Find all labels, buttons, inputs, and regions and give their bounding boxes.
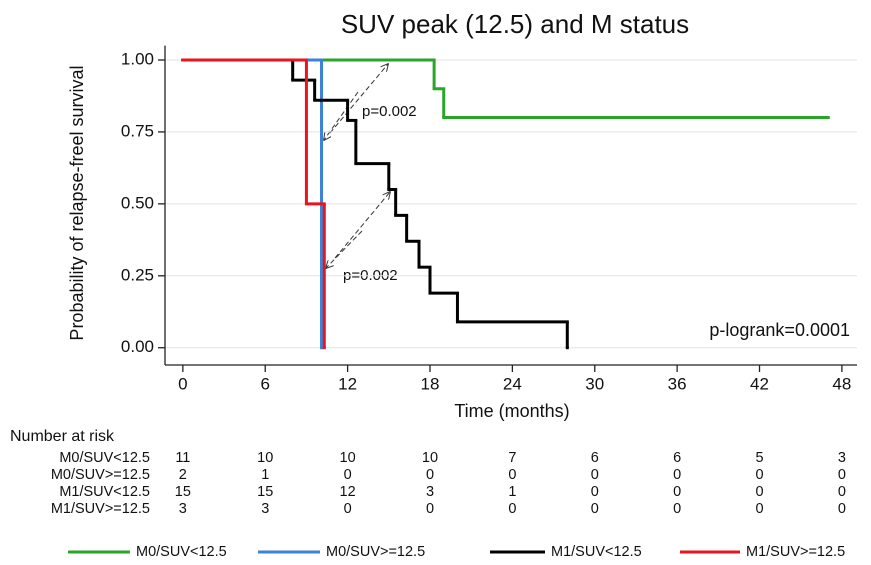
x-tick-label: 12 (338, 374, 357, 393)
risk-count: 0 (591, 501, 599, 517)
risk-count: 3 (426, 484, 434, 500)
risk-count: 3 (838, 450, 846, 466)
comparison-arrow (326, 230, 363, 268)
x-tick-label: 36 (668, 374, 687, 393)
chart-title: SUV peak (12.5) and M status (341, 9, 689, 39)
x-tick-label: 48 (832, 374, 851, 393)
risk-count: 0 (673, 501, 681, 517)
risk-count: 15 (257, 484, 273, 500)
risk-count: 7 (508, 450, 516, 466)
y-tick-label: 0.75 (121, 121, 154, 140)
risk-count: 0 (755, 501, 763, 517)
risk-row-label: M0/SUV>=12.5 (51, 467, 150, 483)
y-tick-label: 0.50 (121, 193, 154, 212)
risk-count: 6 (673, 450, 681, 466)
risk-count: 0 (591, 484, 599, 500)
risk-count: 11 (175, 450, 190, 466)
risk-count: 0 (426, 467, 434, 483)
risk-row-label: M0/SUV<12.5 (59, 450, 150, 466)
risk-count: 3 (261, 501, 269, 517)
x-tick-label: 0 (178, 374, 187, 393)
risk-count: 0 (426, 501, 434, 517)
risk-table-title: Number at risk (10, 428, 115, 445)
risk-count: 0 (755, 467, 763, 483)
risk-count: 0 (838, 484, 846, 500)
risk-count: 0 (591, 467, 599, 483)
annotation: p=0.002 (362, 103, 417, 120)
risk-count: 10 (422, 450, 438, 466)
survival-curve (181, 58, 830, 120)
risk-count: 0 (673, 484, 681, 500)
risk-count: 0 (673, 467, 681, 483)
risk-count: 3 (179, 501, 187, 517)
risk-count: 0 (838, 467, 846, 483)
risk-row-label: M1/SUV>=12.5 (51, 501, 150, 517)
risk-count: 0 (838, 501, 846, 517)
annotation: p-logrank=0.0001 (709, 320, 850, 340)
y-tick-label: 0.00 (121, 337, 154, 356)
x-tick-label: 42 (750, 374, 769, 393)
survival-curve (181, 58, 326, 350)
y-axis-label: Probability of relapse-freel survival (67, 65, 87, 340)
x-tick-label: 24 (503, 374, 522, 393)
risk-count: 0 (344, 501, 352, 517)
y-tick-label: 0.25 (121, 265, 154, 284)
survival-curve (181, 58, 569, 350)
risk-count: 5 (755, 450, 763, 466)
risk-count: 6 (591, 450, 599, 466)
legend-label: M1/SUV>=12.5 (746, 544, 845, 560)
risk-count: 15 (175, 484, 191, 500)
risk-count: 12 (340, 484, 356, 500)
risk-count: 10 (340, 450, 356, 466)
risk-count: 0 (755, 484, 763, 500)
x-tick-label: 30 (585, 374, 604, 393)
x-axis-label: Time (months) (454, 401, 569, 421)
risk-row-label: M1/SUV<12.5 (59, 484, 150, 500)
legend-label: M0/SUV<12.5 (136, 544, 227, 560)
risk-count: 1 (261, 467, 269, 483)
x-tick-label: 18 (421, 374, 440, 393)
y-tick-label: 1.00 (121, 49, 154, 68)
comparison-arrow (334, 192, 390, 259)
risk-count: 0 (508, 467, 516, 483)
risk-count: 10 (257, 450, 273, 466)
comparison-arrow (329, 64, 388, 134)
x-tick-label: 6 (260, 374, 269, 393)
risk-count: 0 (344, 467, 352, 483)
legend-label: M1/SUV<12.5 (551, 544, 642, 560)
risk-count: 1 (508, 484, 516, 500)
risk-count: 2 (179, 467, 187, 483)
legend-label: M0/SUV>=12.5 (326, 544, 425, 560)
risk-count: 0 (508, 501, 516, 517)
